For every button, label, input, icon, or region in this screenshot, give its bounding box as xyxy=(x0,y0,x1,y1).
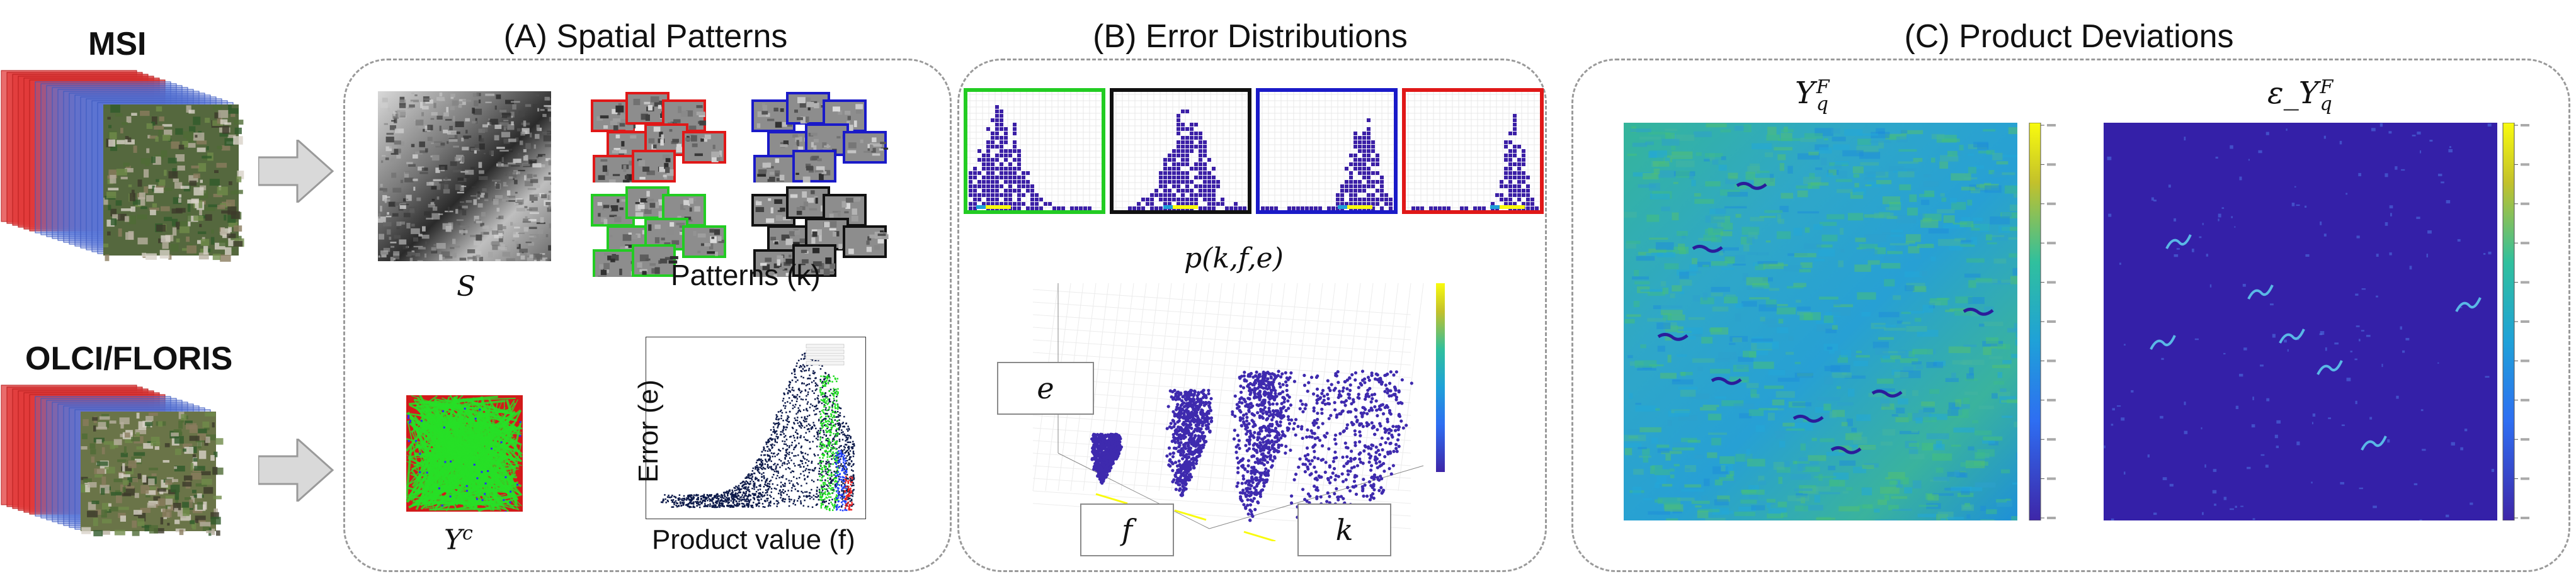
pattern-group-blue xyxy=(749,88,894,183)
panel-b-title: (B) Error Distributions xyxy=(1093,18,1408,55)
olci-floris-label: OLCI/FLORIS xyxy=(25,340,233,377)
panel-c-frame xyxy=(1571,59,2570,572)
error-hist-red xyxy=(1402,88,1544,214)
panel-a-title: (A) Spatial Patterns xyxy=(503,18,788,55)
msi-image-stack xyxy=(0,69,252,277)
msi-label: MSI xyxy=(88,26,147,62)
product-colorbar xyxy=(2028,123,2072,520)
msi-arrow-icon xyxy=(258,140,334,203)
panel-a-frame xyxy=(343,59,952,572)
olci-arrow-icon xyxy=(258,439,334,502)
yc-classification-map xyxy=(406,395,523,512)
s-label: S xyxy=(457,271,476,303)
plot3d-title: p(k,f,e) xyxy=(1184,242,1284,274)
olci-image-stack xyxy=(0,384,252,548)
error-hist-black xyxy=(1110,88,1251,214)
scatter-ylabel: Error (e) xyxy=(633,379,664,483)
pattern-group-black xyxy=(749,183,894,277)
patterns-label: Patterns (k) xyxy=(671,259,821,291)
pattern-group-green xyxy=(589,183,734,277)
axis-f-box: f xyxy=(1080,503,1174,556)
pattern-group-red xyxy=(589,88,734,183)
panel-b-frame xyxy=(957,59,1547,572)
deviation-map xyxy=(2104,123,2497,520)
deviation-colorbar xyxy=(2502,123,2546,520)
s-grayscale-image xyxy=(378,91,551,261)
error-hist-blue xyxy=(1256,88,1398,214)
joint-distribution-3d-plot xyxy=(1020,264,1493,541)
axis-e-box: e xyxy=(997,362,1094,415)
yc-label: Yc xyxy=(444,522,473,556)
panel-c-title: (C) Product Deviations xyxy=(1904,18,2234,55)
product-map xyxy=(1624,123,2017,520)
error-hist-green xyxy=(964,88,1105,214)
axis-k-box: k xyxy=(1297,503,1391,556)
scatter-xlabel: Product value (f) xyxy=(652,524,855,555)
error-vs-product-scatter xyxy=(646,337,866,519)
